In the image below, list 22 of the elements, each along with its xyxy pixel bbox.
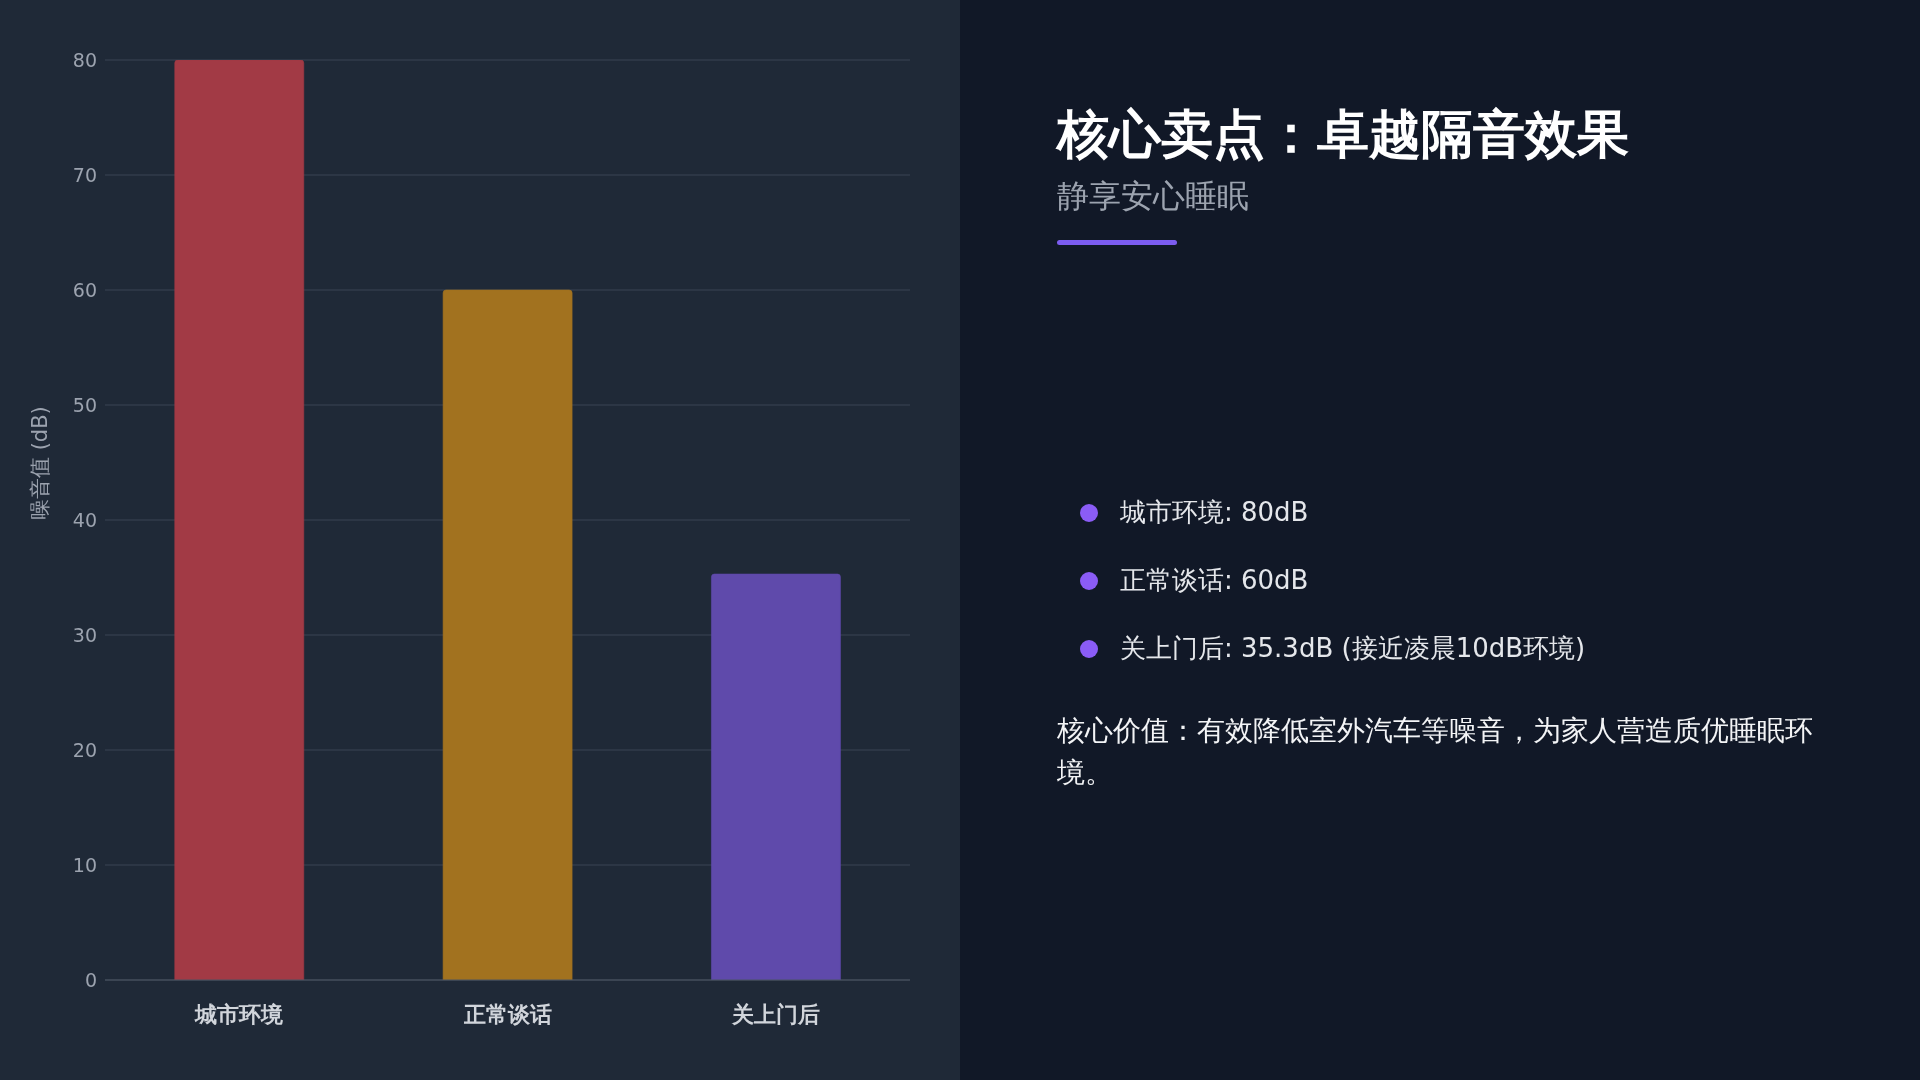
text: 静享安心睡眠 [1057,176,1249,217]
text: 关上门后: 35.3dB (接近凌晨10dB环境) [1120,632,1586,665]
x-tick-label: 城市环境 [194,1001,284,1027]
text: 正常谈话: 60dB [1120,564,1309,597]
text: 核心卖点：卓越隔音效果 [1057,103,1629,166]
y-tick-label: 30 [72,623,97,646]
y-tick-label: 70 [72,163,97,186]
x-tick-label: 正常谈话 [462,1001,552,1027]
y-tick-label: 0 [84,968,97,991]
y-tick-label: 50 [72,393,97,416]
y-tick-label: 20 [72,738,97,761]
y-tick-label: 10 [72,853,97,876]
bar [710,573,841,980]
y-axis-title: 噪音值 (dB) [28,406,53,520]
y-tick-label: 80 [72,48,97,71]
y-tick-label: 40 [72,508,97,531]
text: 核心价值：有效降低室外汽车等噪音，为家人营造质优睡眠环境。 [1057,713,1814,791]
y-tick-label: 60 [72,278,97,301]
bar [442,289,573,980]
text: 城市环境: 80dB [1120,496,1309,529]
x-tick-label: 关上门后 [730,1001,820,1027]
bar [174,60,305,980]
